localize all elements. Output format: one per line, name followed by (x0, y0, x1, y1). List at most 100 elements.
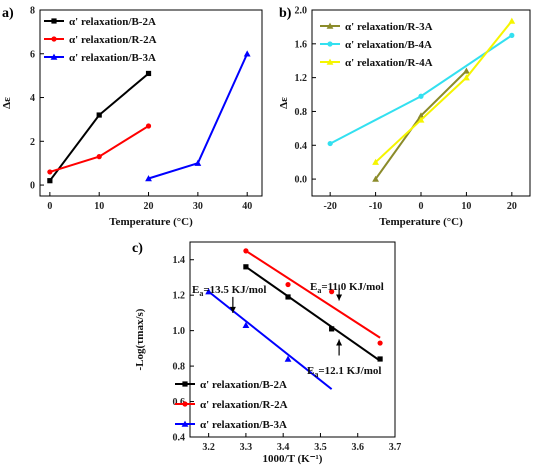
legend-entry-1: α' relaxation/B-2A (175, 379, 287, 391)
data-point (285, 294, 291, 300)
data-point (96, 154, 102, 160)
annotation-text: Ea=13.5 KJ/mol (192, 284, 266, 298)
y-axis-label: -Log(τmax/s) (134, 308, 146, 370)
data-point (285, 281, 291, 288)
data-point (243, 264, 249, 270)
x-tick-label: 3.4 (277, 442, 290, 453)
legend-entry-1: α' relaxation/B-2A (44, 16, 156, 28)
annotation-3: Ea=12.1 KJ/mol (307, 339, 381, 379)
data-point (417, 112, 425, 119)
x-tick-label: 0 (47, 201, 52, 212)
data-point (47, 178, 53, 184)
panel-label: b) (279, 6, 292, 21)
y-tick-label: 0.6 (173, 397, 186, 408)
legend-marker (182, 381, 188, 387)
x-tick-label: -10 (369, 201, 382, 212)
legend-entry-2: α' relaxation/R-2A (44, 34, 157, 46)
legend-label: α' relaxation/R-2A (69, 34, 157, 46)
data-point (243, 248, 249, 254)
data-point (145, 175, 152, 182)
series-1 (243, 264, 383, 362)
legend-label: α' relaxation/B-3A (200, 419, 287, 431)
legend-entry-3: α' relaxation/B-3A (175, 419, 287, 431)
series-2 (327, 32, 515, 147)
series-3 (145, 50, 251, 182)
data-point (242, 321, 250, 329)
legend-marker (327, 41, 333, 47)
series-2 (243, 248, 383, 346)
data-point (508, 17, 516, 24)
x-tick-label: 10 (461, 201, 471, 212)
data-point (284, 355, 292, 362)
annotation-text: Ea=12.1 KJ/mol (307, 365, 381, 379)
legend-entry-2: α' relaxation/R-2A (175, 399, 288, 411)
fit-line (245, 250, 381, 339)
fit-line (208, 290, 333, 390)
data-point (463, 74, 470, 81)
annotation-arrowhead (336, 294, 343, 301)
fit-line (245, 265, 381, 362)
data-point (417, 116, 425, 123)
data-point (372, 158, 379, 165)
y-tick-label: 1.2 (295, 73, 308, 84)
y-tick-label: 1.2 (173, 291, 186, 302)
y-tick-label: 0.0 (295, 175, 308, 186)
data-point (509, 32, 515, 38)
x-tick-label: 20 (507, 201, 517, 212)
y-tick-label: 0.4 (295, 141, 308, 152)
legend-label: α' relaxation/B-2A (69, 16, 156, 28)
chart-panel-1: 0 10 20 30 40 0 2 4 6 8 Temperature (°C) Δε a) α' rel… (1, 6, 263, 228)
data-point (194, 159, 202, 166)
x-tick-label: -20 (323, 201, 336, 212)
annotation-rest: =13.5 KJ/mol (203, 284, 266, 296)
legend-entry-3: α' relaxation/R-4A (320, 57, 433, 69)
annotation-arrowhead (229, 306, 236, 313)
y-tick-label: 4 (30, 93, 35, 104)
data-point (243, 50, 251, 57)
data-point (205, 288, 213, 295)
y-tick-label: 0.8 (173, 362, 186, 373)
x-tick-label: 0 (419, 201, 424, 212)
legend-label: α' relaxation/R-2A (200, 399, 288, 411)
y-tick-label: 8 (30, 6, 35, 17)
data-point (327, 140, 333, 147)
annotation-arrowhead (336, 339, 343, 346)
y-tick-label: 1.4 (173, 255, 186, 266)
legend-marker (50, 53, 58, 60)
series-line (329, 34, 513, 145)
x-tick-label: 3.7 (389, 442, 402, 453)
y-tick-label: 0.4 (173, 433, 186, 444)
data-point (372, 175, 379, 182)
legend-marker (326, 22, 334, 29)
data-point (145, 123, 152, 129)
annotation-1: Ea=13.5 KJ/mol (192, 284, 266, 313)
legend-marker (181, 420, 189, 427)
legend-entry-3: α' relaxation/B-3A (44, 52, 156, 64)
y-axis-label: Δε (278, 97, 290, 109)
annotation-sub: a (314, 370, 318, 379)
series-line (49, 72, 150, 182)
data-point (377, 356, 383, 362)
data-point (96, 112, 102, 118)
data-point (47, 169, 53, 175)
legend-label: α' relaxation/B-3A (69, 52, 156, 64)
legend-label: α' relaxation/R-3A (345, 21, 433, 33)
legend-marker (326, 58, 334, 65)
x-tick-label: 10 (94, 201, 104, 212)
annotation-main: E (307, 365, 314, 377)
data-point (329, 289, 335, 295)
x-axis-label: Temperature (°C) (379, 216, 463, 228)
legend-entry-2: α' relaxation/B-4A (320, 39, 432, 51)
x-tick-label: 3.2 (202, 442, 215, 453)
data-point (463, 67, 470, 74)
series-1 (372, 67, 470, 182)
annotation-text: Ea=11.0 KJ/mol (310, 281, 384, 295)
legend-marker (182, 401, 188, 407)
plot-frame (189, 241, 396, 438)
legend-label: α' relaxation/R-4A (345, 57, 433, 69)
x-axis-label: 1000/T (K⁻¹) (263, 453, 323, 465)
series-1 (47, 70, 152, 184)
series-line (49, 125, 150, 173)
legend-label: α' relaxation/B-2A (200, 379, 287, 391)
